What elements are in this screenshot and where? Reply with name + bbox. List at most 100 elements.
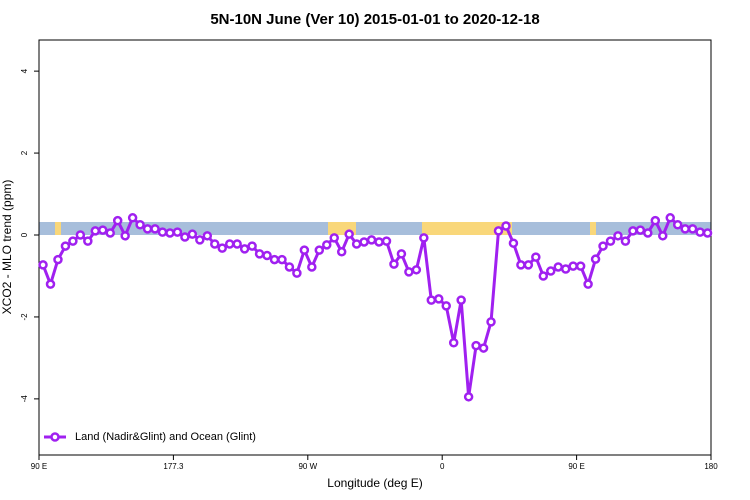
point (239, 244, 250, 254)
point (665, 213, 675, 223)
point (180, 232, 190, 242)
point (471, 340, 481, 351)
point (157, 227, 168, 237)
land-patch (422, 222, 512, 235)
point (366, 235, 377, 245)
point (702, 228, 713, 238)
point (538, 271, 549, 281)
y-tick-label: 4 (20, 68, 29, 73)
point (434, 294, 444, 304)
x-tick-label: 90 W (298, 462, 317, 471)
point (262, 250, 272, 261)
x-tick-label: 177.3 (163, 462, 184, 471)
point (105, 228, 115, 238)
point (486, 317, 496, 327)
point (456, 295, 466, 305)
point (605, 236, 616, 246)
point (68, 236, 78, 246)
plot-frame (38, 39, 712, 456)
point (680, 224, 690, 234)
point (202, 231, 213, 241)
x-axis-label: Longitude (deg E) (327, 476, 422, 490)
point (314, 245, 325, 255)
point (60, 241, 71, 251)
land-patch (55, 222, 61, 235)
point (478, 343, 489, 353)
point (351, 239, 362, 249)
point (531, 252, 541, 262)
point (501, 221, 511, 231)
legend-label: Land (Nadir&Glint) and Ocean (Glint) (75, 431, 256, 443)
point (404, 267, 414, 277)
point (463, 392, 474, 402)
point (299, 245, 310, 255)
point (127, 213, 138, 223)
point (322, 240, 332, 250)
point (560, 264, 571, 274)
point (493, 226, 504, 236)
point (650, 215, 661, 226)
point (381, 236, 392, 246)
point (329, 233, 339, 243)
point (411, 265, 422, 275)
chart-title: 5N-10N June (Ver 10) 2015-01-01 to 2020-… (210, 11, 539, 28)
y-tick-label: 0 (20, 232, 29, 237)
point (210, 239, 220, 249)
point (284, 262, 295, 272)
point (45, 279, 56, 289)
point (396, 249, 407, 259)
point (83, 236, 93, 246)
point (217, 243, 227, 253)
point (292, 268, 302, 278)
land-patch (590, 222, 596, 235)
point (628, 226, 638, 236)
point (523, 260, 534, 270)
point (426, 295, 437, 305)
point (90, 226, 101, 236)
y-tick-label: -4 (20, 395, 29, 403)
point (165, 228, 175, 238)
point (590, 254, 601, 264)
point (224, 239, 235, 249)
point (195, 235, 205, 245)
point (441, 301, 451, 311)
y-tick-label: -2 (20, 313, 29, 321)
point (150, 224, 160, 234)
point (687, 224, 698, 234)
point (672, 220, 683, 230)
point (172, 227, 183, 237)
point (516, 260, 526, 270)
x-tick-label: 90 E (31, 462, 47, 471)
y-tick-label: 2 (20, 150, 29, 155)
point (112, 215, 123, 226)
point (232, 239, 242, 249)
point (635, 225, 646, 235)
point (568, 261, 578, 271)
y-axis-label: XCO2 - MLO trend (ppm) (0, 180, 14, 315)
point (187, 229, 198, 239)
point (359, 237, 369, 247)
point (613, 231, 623, 241)
point (389, 259, 399, 269)
point (546, 266, 556, 276)
point (695, 227, 705, 237)
point (254, 249, 265, 259)
point (583, 279, 593, 289)
x-tick-label: 180 (704, 462, 718, 471)
point (38, 260, 48, 270)
point (307, 262, 317, 272)
point (598, 241, 608, 251)
point (269, 254, 280, 265)
point (142, 224, 153, 234)
point (75, 230, 86, 240)
point (658, 231, 668, 241)
point (643, 228, 653, 238)
x-tick-label: 0 (440, 462, 445, 471)
point (336, 247, 347, 257)
point (247, 241, 257, 251)
point (344, 229, 354, 239)
point (620, 236, 631, 246)
point (374, 237, 384, 247)
point (553, 262, 563, 272)
